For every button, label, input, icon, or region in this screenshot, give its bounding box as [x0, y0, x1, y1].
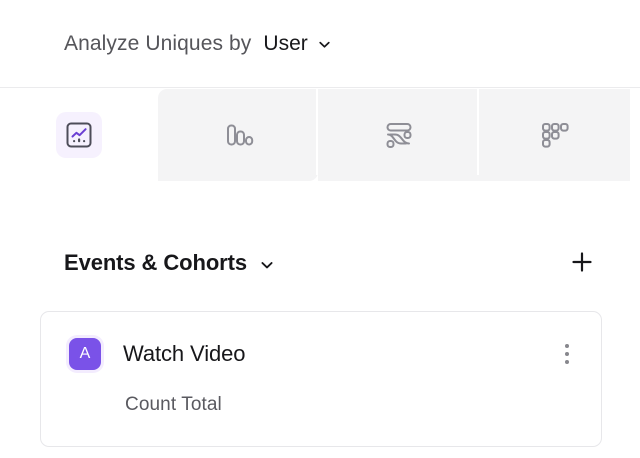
tab-strip: [0, 89, 630, 181]
events-cohorts-header: Events & Cohorts: [0, 236, 640, 290]
analyze-header: Analyze Uniques by User: [0, 0, 640, 88]
analyze-uniques-selector[interactable]: Analyze Uniques by User: [64, 32, 331, 56]
event-name[interactable]: Watch Video: [123, 341, 246, 366]
retention-grid-icon: [532, 112, 578, 158]
add-event-button[interactable]: [562, 244, 602, 284]
event-measure[interactable]: Count Total: [125, 394, 222, 415]
event-card[interactable]: A Watch Video Count Total: [40, 311, 602, 447]
more-vertical-icon[interactable]: [551, 338, 583, 370]
chevron-down-icon: [260, 258, 274, 272]
flow-icon: [376, 112, 422, 158]
bar-chart-icon: [215, 112, 261, 158]
tab-retention[interactable]: [479, 89, 630, 181]
events-cohorts-toggle[interactable]: Events & Cohorts: [64, 250, 274, 276]
plus-icon: [570, 250, 594, 279]
dot: [565, 360, 569, 364]
line-chart-icon: [56, 112, 102, 158]
tab-line-chart[interactable]: [0, 89, 158, 181]
event-card-row: A Watch Video: [41, 312, 601, 396]
section-title: Events & Cohorts: [64, 250, 247, 275]
tab-flow[interactable]: [318, 89, 479, 181]
chart-type-tabs: [0, 89, 640, 181]
event-badge: A: [69, 338, 101, 370]
dot: [565, 352, 569, 356]
analyze-value: User: [263, 31, 308, 55]
tab-bar-chart[interactable]: [158, 89, 318, 181]
dot: [565, 344, 569, 348]
analyze-label: Analyze Uniques by: [64, 31, 252, 55]
chevron-down-icon: [318, 38, 331, 51]
